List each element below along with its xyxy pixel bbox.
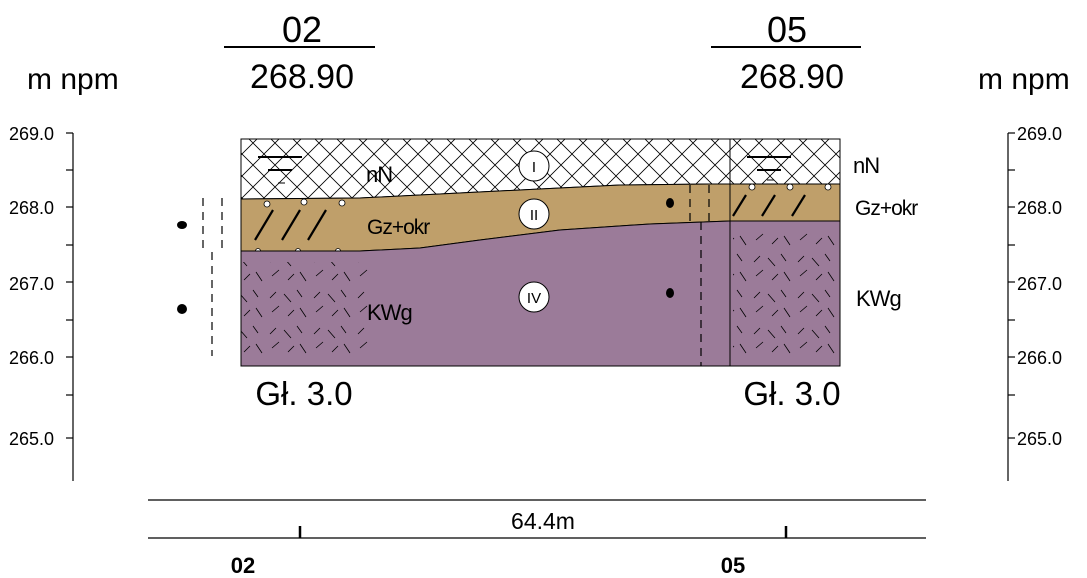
left-axis-unit-label: m npm bbox=[27, 63, 119, 96]
layer-roman-IV: IV bbox=[518, 281, 550, 313]
svg-text:I: I bbox=[532, 159, 536, 176]
layer-KWg-pattern-05 bbox=[733, 232, 838, 360]
layer-KWg-pattern-02 bbox=[241, 262, 371, 360]
layer-KWg-label-02: KWg bbox=[367, 300, 412, 325]
layer-roman-I: I bbox=[518, 150, 550, 182]
right-elevation-axis: m npm 269.0 268.0 267.0 266.0 265.0 bbox=[978, 63, 1070, 481]
borehole-05-depth: Gł. 3.0 bbox=[743, 375, 840, 412]
right-tick-268: 268.0 bbox=[1017, 198, 1062, 218]
layer-nN-label-05: nN bbox=[853, 153, 879, 178]
borehole-02-elevation: 268.90 bbox=[250, 58, 354, 96]
borehole-02-header: 02 268.90 bbox=[224, 9, 375, 96]
right-tick-265: 265.0 bbox=[1017, 429, 1062, 449]
borehole-02-bottom-label: 02 bbox=[231, 553, 255, 578]
borehole-05-column bbox=[729, 138, 841, 367]
right-tick-267: 267.0 bbox=[1017, 274, 1062, 294]
right-axis-unit-label: m npm bbox=[978, 63, 1070, 96]
layer-Gz-okr-hatch bbox=[254, 194, 806, 241]
layer-KWg-label-05: KWg bbox=[856, 286, 901, 311]
left-tick-269: 269.0 bbox=[9, 124, 54, 144]
svg-text:II: II bbox=[530, 207, 538, 224]
distance-label: 64.4m bbox=[511, 508, 575, 534]
borehole-05-header: 05 268.90 bbox=[711, 9, 861, 96]
left-tick-267: 267.0 bbox=[9, 274, 54, 294]
right-tick-266: 266.0 bbox=[1017, 348, 1062, 368]
sample-column-02 bbox=[202, 198, 223, 356]
layer-Gz-okr-label-02: Gz+okr bbox=[367, 216, 430, 239]
left-elevation-axis: m npm 269.0 268.0 267.0 266.0 265.0 bbox=[9, 63, 119, 481]
sample-column-mid bbox=[689, 185, 710, 366]
layer-nN-label-02: nN bbox=[366, 162, 392, 187]
distance-scale: 64.4m bbox=[148, 499, 926, 539]
borehole-05-bottom-label: 05 bbox=[721, 553, 745, 578]
svg-text:IV: IV bbox=[527, 290, 541, 307]
left-tick-268: 268.0 bbox=[9, 198, 54, 218]
right-tick-269: 269.0 bbox=[1017, 124, 1062, 144]
water-table-icon-05 bbox=[747, 156, 791, 181]
left-tick-265: 265.0 bbox=[9, 429, 54, 449]
borehole-02-id: 02 bbox=[282, 9, 322, 50]
borehole-05-elevation: 268.90 bbox=[740, 58, 844, 96]
water-table-icon-02 bbox=[258, 156, 302, 184]
layer-Gz-okr-label-05: Gz+okr bbox=[855, 197, 918, 220]
borehole-05-id: 05 bbox=[767, 9, 807, 50]
borehole-02-depth: Gł. 3.0 bbox=[255, 375, 352, 412]
left-tick-266: 266.0 bbox=[9, 348, 54, 368]
layer-roman-II: II bbox=[518, 198, 550, 230]
sample-markers bbox=[177, 198, 674, 314]
